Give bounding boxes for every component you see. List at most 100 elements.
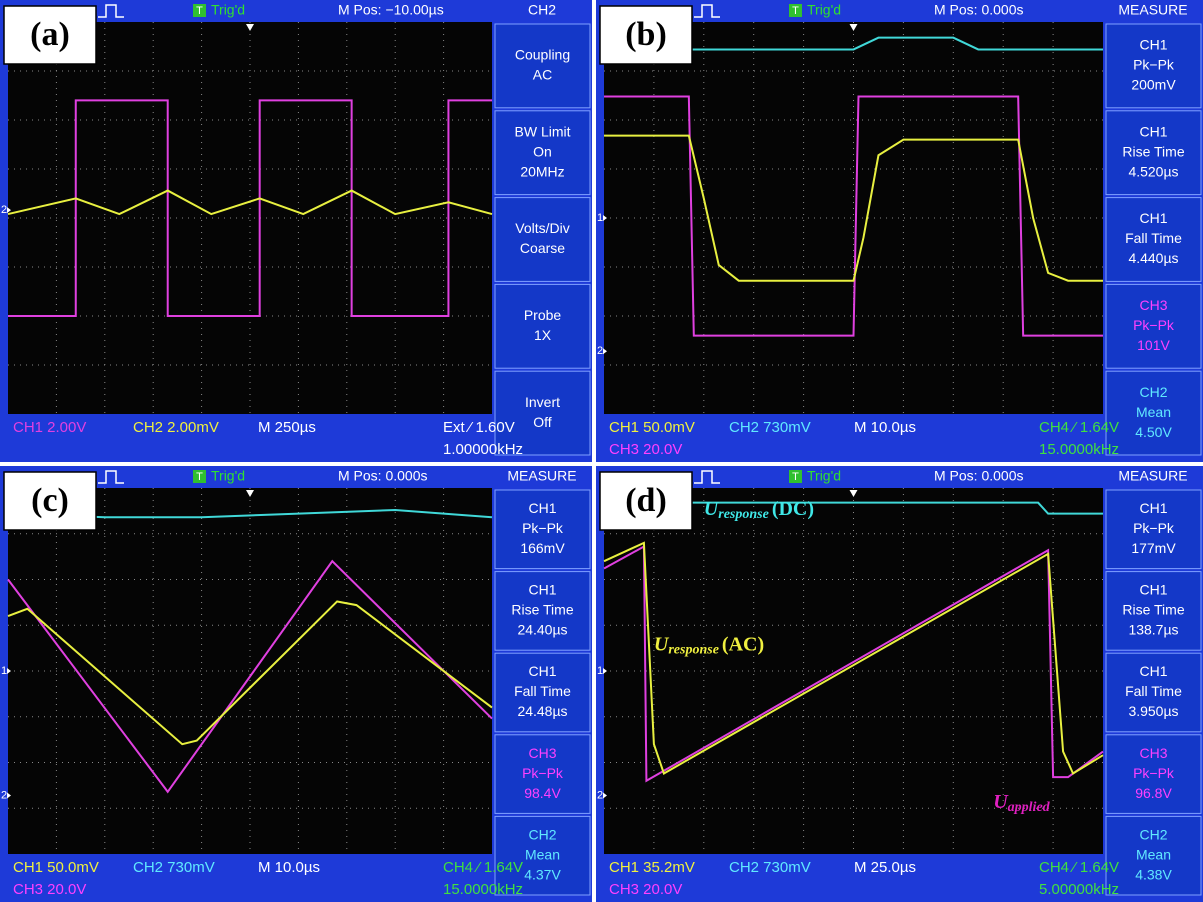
- position: M Pos: 0.000s: [934, 468, 1024, 484]
- trigger-badge: T: [196, 471, 203, 483]
- badge-box: [789, 470, 802, 483]
- menu-box: [494, 197, 591, 282]
- menu-box: [494, 23, 591, 109]
- scope-panel: T Trig'd M Pos: −10.00µs CH2 Coupling AC BW Li…: [0, 0, 592, 462]
- waveform: [8, 99, 492, 317]
- menu-box: [494, 815, 591, 896]
- menu-text: CH1: [1139, 500, 1167, 516]
- trigger-arrow: [849, 24, 858, 31]
- menu-text: Coarse: [520, 240, 565, 256]
- scope-screen: [8, 22, 492, 414]
- status-text: 1.00000kHz: [443, 441, 523, 458]
- menu-box: [494, 283, 591, 369]
- menu-text: Pk−Pk: [522, 765, 564, 781]
- waveform: [7, 559, 493, 794]
- menu-text: BW Limit: [515, 123, 571, 139]
- menu-box: [1105, 110, 1202, 196]
- status-text: CH3 20.0V: [609, 441, 682, 458]
- marker-arrow: [7, 668, 11, 674]
- status-text: CH4 ⁄ 1.64V: [1039, 419, 1119, 436]
- waveform: [604, 134, 1103, 282]
- menu-box: [1105, 734, 1202, 814]
- status-text: CH3 20.0V: [13, 881, 86, 898]
- menu-text: Probe: [524, 307, 562, 323]
- status-text: CH1 2.00V: [13, 419, 86, 436]
- status-text: 15.0000kHz: [1039, 441, 1119, 458]
- menu-title: CH2: [528, 2, 556, 18]
- menu-text: Mean: [1136, 846, 1171, 862]
- status-text: 15.0000kHz: [443, 881, 523, 898]
- status-text: CH3 20.0V: [609, 881, 682, 898]
- label-box: [599, 5, 693, 65]
- trigger-status: Trig'd: [211, 468, 245, 484]
- status-text: CH2 730mV: [133, 859, 215, 876]
- trigger-arrow: [246, 490, 254, 497]
- status-text: CH1 50.0mV: [13, 859, 99, 876]
- trigger-icon: [98, 470, 124, 484]
- menu-box: [1105, 652, 1202, 733]
- annotation: Uapplied: [993, 790, 1050, 815]
- status-text: CH4 ⁄ 1.64V: [443, 859, 523, 876]
- menu-box: [494, 734, 591, 814]
- menu-text: Rise Time: [1122, 143, 1184, 159]
- annotation-subscript: applied: [1008, 800, 1051, 815]
- menu-title: MEASURE: [507, 468, 576, 484]
- waveform: [603, 541, 1104, 775]
- menu-text: CH1: [1139, 582, 1167, 598]
- menu-text: AC: [533, 67, 552, 83]
- scope-panel: T Trig'd M Pos: 0.000s MEASURE CH1 Pk−Pk 166mV…: [0, 466, 592, 902]
- menu-text: 200mV: [1131, 77, 1176, 93]
- menu-box: [1105, 489, 1202, 570]
- menu-text: On: [533, 143, 552, 159]
- label-box: [599, 471, 693, 531]
- channel-marker: 1: [1, 665, 7, 677]
- trigger-badge: T: [792, 471, 799, 483]
- menu-text: 177mV: [1131, 540, 1176, 556]
- menu-text: 24.40µs: [517, 622, 567, 638]
- menu-text: Pk−Pk: [1133, 765, 1175, 781]
- menu-box: [1105, 571, 1202, 651]
- marker-arrow: [603, 792, 607, 799]
- trigger-badge: T: [792, 5, 799, 17]
- annotation-subscript: response: [668, 643, 719, 658]
- scope-panel: T Trig'd M Pos: 0.000s MEASURE CH1 Pk−Pk 200mV…: [596, 0, 1203, 462]
- menu-text: Mean: [1136, 404, 1171, 420]
- status-text: M 10.0µs: [854, 419, 916, 436]
- trigger-arrow: [849, 490, 858, 497]
- annotation-symbol: U: [993, 790, 1009, 812]
- menu-text: 166mV: [520, 540, 565, 556]
- waveform: [7, 600, 493, 746]
- menu-box: [1105, 370, 1202, 456]
- menu-text: CH1: [528, 663, 556, 679]
- waveform: [7, 189, 493, 216]
- menu-title: MEASURE: [1118, 2, 1187, 18]
- position: M Pos: −10.00µs: [338, 2, 444, 18]
- channel-marker: 2: [597, 345, 603, 357]
- menu-text: Pk−Pk: [1133, 317, 1175, 333]
- menu-text: Coupling: [515, 47, 570, 63]
- trigger-icon: [694, 4, 720, 18]
- menu-text: Off: [533, 414, 552, 430]
- menu-title: MEASURE: [1118, 468, 1187, 484]
- menu-text: CH1: [528, 500, 556, 516]
- menu-text: CH1: [528, 582, 556, 598]
- trigger-status: Trig'd: [211, 2, 245, 18]
- menu-text: 98.4V: [524, 785, 561, 801]
- position: M Pos: 0.000s: [934, 2, 1024, 18]
- menu-box: [494, 652, 591, 733]
- status-text: CH1 50.0mV: [609, 419, 695, 436]
- panel-label: (b): [625, 16, 667, 53]
- label-box: [3, 5, 97, 65]
- status-text: CH2 2.00mV: [133, 419, 219, 436]
- menu-text: 20MHz: [520, 163, 564, 179]
- channel-marker: 2: [597, 789, 603, 801]
- menu-text: 96.8V: [1135, 785, 1172, 801]
- menu-text: CH2: [1139, 826, 1167, 842]
- panel-label: (c): [31, 482, 69, 519]
- trigger-status: Trig'd: [807, 468, 841, 484]
- channel-marker: 1: [597, 665, 603, 677]
- menu-text: 4.38V: [1135, 866, 1172, 882]
- channel-marker: 1: [597, 212, 603, 224]
- channel-marker: 2: [1, 204, 7, 216]
